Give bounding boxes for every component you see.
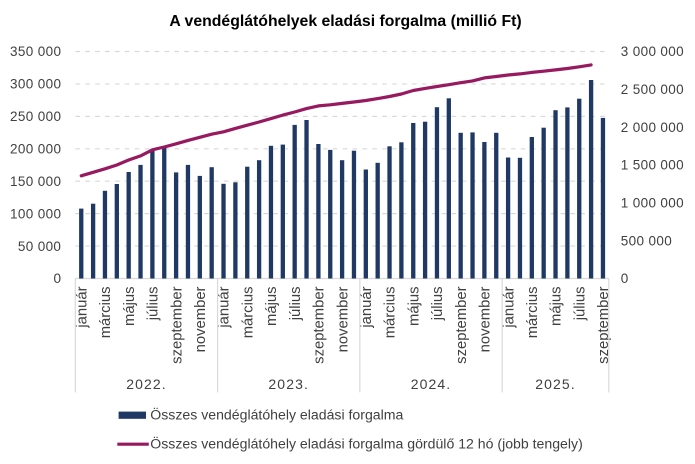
svg-text:szeptember: szeptember [169, 286, 185, 363]
svg-text:május: május [406, 287, 422, 326]
svg-text:szeptember: szeptember [596, 286, 612, 363]
svg-text:A vendéglátóhelyek eladási for: A vendéglátóhelyek eladási forgalma (mil… [169, 13, 521, 30]
svg-text:szeptember: szeptember [312, 286, 328, 363]
svg-text:0: 0 [621, 271, 629, 286]
svg-text:0: 0 [53, 271, 61, 286]
svg-text:július: július [572, 287, 588, 322]
svg-text:január: január [359, 286, 375, 328]
svg-text:100 000: 100 000 [10, 206, 61, 221]
svg-text:1 000 000: 1 000 000 [621, 196, 684, 211]
svg-text:150 000: 150 000 [10, 174, 61, 189]
svg-text:2 500 000: 2 500 000 [621, 82, 684, 97]
svg-text:május: május [549, 287, 565, 326]
svg-text:350 000: 350 000 [10, 44, 61, 59]
svg-text:november: november [335, 286, 351, 352]
svg-text:március: március [240, 287, 256, 339]
svg-text:július: július [288, 287, 304, 322]
svg-text:január: január [74, 286, 90, 328]
svg-text:Összes vendéglátóhely eladási: Összes vendéglátóhely eladási forgalma [150, 406, 403, 423]
svg-text:2024.: 2024. [411, 376, 452, 392]
svg-text:november: november [193, 286, 209, 352]
svg-text:március: március [98, 287, 114, 339]
svg-text:július: július [430, 287, 446, 322]
svg-text:300 000: 300 000 [10, 77, 61, 92]
svg-text:200 000: 200 000 [10, 142, 61, 157]
svg-text:500 000: 500 000 [621, 233, 672, 248]
svg-text:2022.: 2022. [126, 376, 167, 392]
svg-text:május: május [264, 287, 280, 326]
svg-text:2 000 000: 2 000 000 [621, 120, 684, 135]
svg-text:250 000: 250 000 [10, 109, 61, 124]
svg-text:március: március [383, 287, 399, 339]
svg-text:november: november [478, 286, 494, 352]
svg-text:szeptember: szeptember [454, 286, 470, 363]
svg-text:2025.: 2025. [535, 376, 576, 392]
svg-text:január: január [217, 286, 233, 328]
svg-text:50 000: 50 000 [18, 239, 61, 254]
svg-text:május: május [122, 287, 138, 326]
svg-text:január: január [501, 286, 517, 328]
svg-text:3 000 000: 3 000 000 [621, 44, 684, 59]
svg-text:Összes vendéglátóhely eladási: Összes vendéglátóhely eladási forgalma g… [150, 435, 582, 452]
svg-text:július: július [146, 287, 162, 322]
svg-text:2023.: 2023. [268, 376, 309, 392]
svg-text:március: március [525, 287, 541, 339]
svg-text:1 500 000: 1 500 000 [621, 158, 684, 173]
